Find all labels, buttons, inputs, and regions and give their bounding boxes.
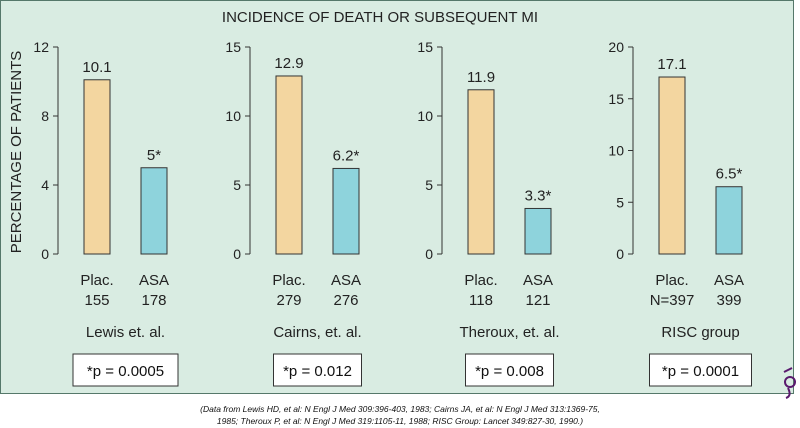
y-axis-label: PERCENTAGE OF PATIENTS bbox=[8, 51, 25, 254]
data-label: 3.3* bbox=[525, 187, 552, 204]
y-tick-label: 20 bbox=[608, 39, 624, 55]
pvalue-box bbox=[273, 353, 362, 387]
y-tick-label: 10 bbox=[608, 143, 624, 159]
y-tick-label: 10 bbox=[225, 108, 241, 124]
chart-title: INCIDENCE OF DEATH OR SUBSEQUENT MI bbox=[222, 9, 538, 26]
data-label: 6.2* bbox=[333, 147, 360, 164]
x-category-label: Plac. bbox=[464, 272, 497, 289]
pvalue-label: *p = 0.012 bbox=[283, 363, 352, 380]
x-category-label: ASA bbox=[331, 272, 361, 289]
x-category-label: ASA bbox=[523, 272, 553, 289]
x-category-label: Plac. bbox=[80, 272, 113, 289]
y-tick-label: 10 bbox=[417, 108, 433, 124]
publisher-seal-icon bbox=[783, 367, 796, 399]
placebo-bar bbox=[83, 79, 111, 255]
y-tick-label: 0 bbox=[41, 246, 49, 262]
placebo-bar bbox=[658, 76, 686, 255]
x-category-label: Plac. bbox=[272, 272, 305, 289]
placebo-bar bbox=[275, 75, 303, 255]
citation-line-1: (Data from Lewis HD, et al: N Engl J Med… bbox=[200, 404, 600, 414]
x-n-label: 399 bbox=[716, 292, 741, 309]
x-n-label: 178 bbox=[141, 292, 166, 309]
x-category-label: ASA bbox=[714, 272, 744, 289]
pvalue-box bbox=[649, 353, 752, 387]
y-tick-label: 5 bbox=[233, 177, 241, 193]
x-category-label: ASA bbox=[139, 272, 169, 289]
y-tick-label: 15 bbox=[225, 39, 241, 55]
x-n-label: 121 bbox=[525, 292, 550, 309]
y-tick-label: 15 bbox=[417, 39, 433, 55]
study-label: Lewis et. al. bbox=[86, 324, 165, 341]
placebo-bar bbox=[467, 89, 495, 255]
citation-line-2: 1985; Theroux P, et al: N Engl J Med 319… bbox=[217, 416, 583, 426]
pvalue-box bbox=[465, 353, 554, 387]
data-label: 17.1 bbox=[657, 56, 686, 73]
study-label: RISC group bbox=[661, 324, 739, 341]
y-tick-label: 5 bbox=[425, 177, 433, 193]
y-tick-label: 4 bbox=[41, 177, 49, 193]
y-tick-label: 12 bbox=[33, 39, 49, 55]
y-tick-label: 15 bbox=[608, 91, 624, 107]
study-label: Cairns, et. al. bbox=[273, 324, 361, 341]
y-tick-label: 5 bbox=[616, 194, 624, 210]
pvalue-label: *p = 0.0001 bbox=[662, 363, 739, 380]
asa-bar bbox=[715, 186, 743, 255]
data-label: 5* bbox=[147, 147, 161, 164]
pvalue-label: *p = 0.0005 bbox=[87, 363, 164, 380]
pvalue-box bbox=[72, 353, 179, 387]
study-label: Theroux, et. al. bbox=[459, 324, 559, 341]
asa-bar bbox=[332, 167, 360, 255]
data-label: 10.1 bbox=[82, 59, 111, 76]
data-label: 12.9 bbox=[274, 55, 303, 72]
y-tick-label: 0 bbox=[616, 246, 624, 262]
x-n-label: 118 bbox=[469, 292, 493, 309]
asa-bar bbox=[140, 167, 168, 255]
x-category-label: Plac. bbox=[655, 272, 688, 289]
x-n-label: 155 bbox=[84, 292, 109, 309]
x-n-label: 276 bbox=[333, 292, 358, 309]
asa-bar bbox=[524, 207, 552, 255]
y-tick-label: 8 bbox=[41, 108, 49, 124]
data-label: 6.5* bbox=[716, 166, 743, 183]
x-n-label: N=397 bbox=[650, 292, 695, 309]
pvalue-label: *p = 0.008 bbox=[475, 363, 544, 380]
x-n-label: 279 bbox=[276, 292, 301, 309]
y-tick-label: 0 bbox=[233, 246, 241, 262]
data-label: 11.9 bbox=[467, 69, 495, 86]
y-tick-label: 0 bbox=[425, 246, 433, 262]
